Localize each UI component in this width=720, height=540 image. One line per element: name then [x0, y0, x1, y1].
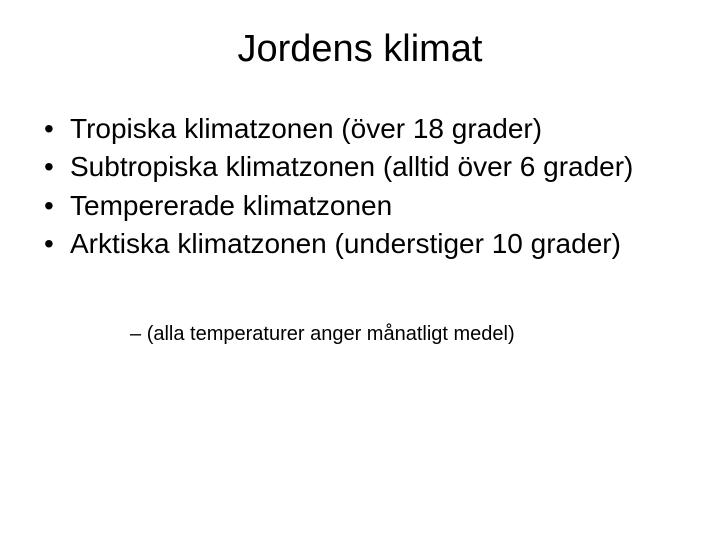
list-item: Subtropiska klimatzonen (alltid över 6 g… [44, 149, 680, 185]
slide-title: Jordens klimat [40, 28, 680, 71]
slide-container: Jordens klimat Tropiska klimatzonen (öve… [0, 0, 720, 540]
list-item: Tropiska klimatzonen (över 18 grader) [44, 111, 680, 147]
list-item: Arktiska klimatzonen (understiger 10 gra… [44, 226, 680, 262]
bullet-list: Tropiska klimatzonen (över 18 grader) Su… [44, 111, 680, 263]
list-item: Tempererade klimatzonen [44, 188, 680, 224]
sub-note: (alla temperaturer anger månatligt medel… [130, 323, 680, 346]
